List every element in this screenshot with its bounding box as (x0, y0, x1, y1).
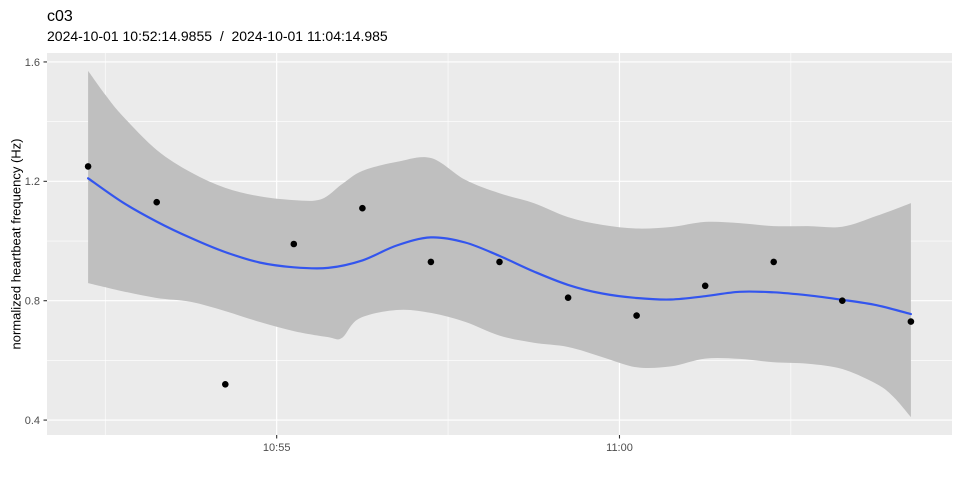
data-point (839, 297, 846, 305)
smooth-line (87, 177, 912, 316)
y-tick-label: 0.8 (25, 296, 40, 308)
data-point (359, 204, 366, 212)
confidence-ribbon (88, 70, 911, 418)
x-tick-label: 11:00 (606, 442, 633, 454)
y-tick-label: 0.4 (25, 415, 40, 427)
data-point (770, 258, 777, 266)
x-tick-label: 10:55 (263, 442, 291, 454)
data-point (633, 312, 640, 319)
y-tick-label: 1.2 (25, 176, 40, 188)
plot-title: c03 (47, 8, 73, 25)
data-point (701, 282, 709, 290)
data-point (153, 198, 160, 206)
data-point (427, 258, 435, 266)
data-point (496, 258, 503, 266)
data-point (290, 240, 298, 248)
data-point (564, 294, 572, 302)
plot-subtitle: 2024-10-01 10:52:14.9855 / 2024-10-01 11… (47, 28, 388, 44)
data-point (222, 381, 229, 388)
data-point (84, 163, 92, 170)
data-point (907, 318, 915, 325)
y-tick-label: 1.6 (25, 57, 40, 69)
